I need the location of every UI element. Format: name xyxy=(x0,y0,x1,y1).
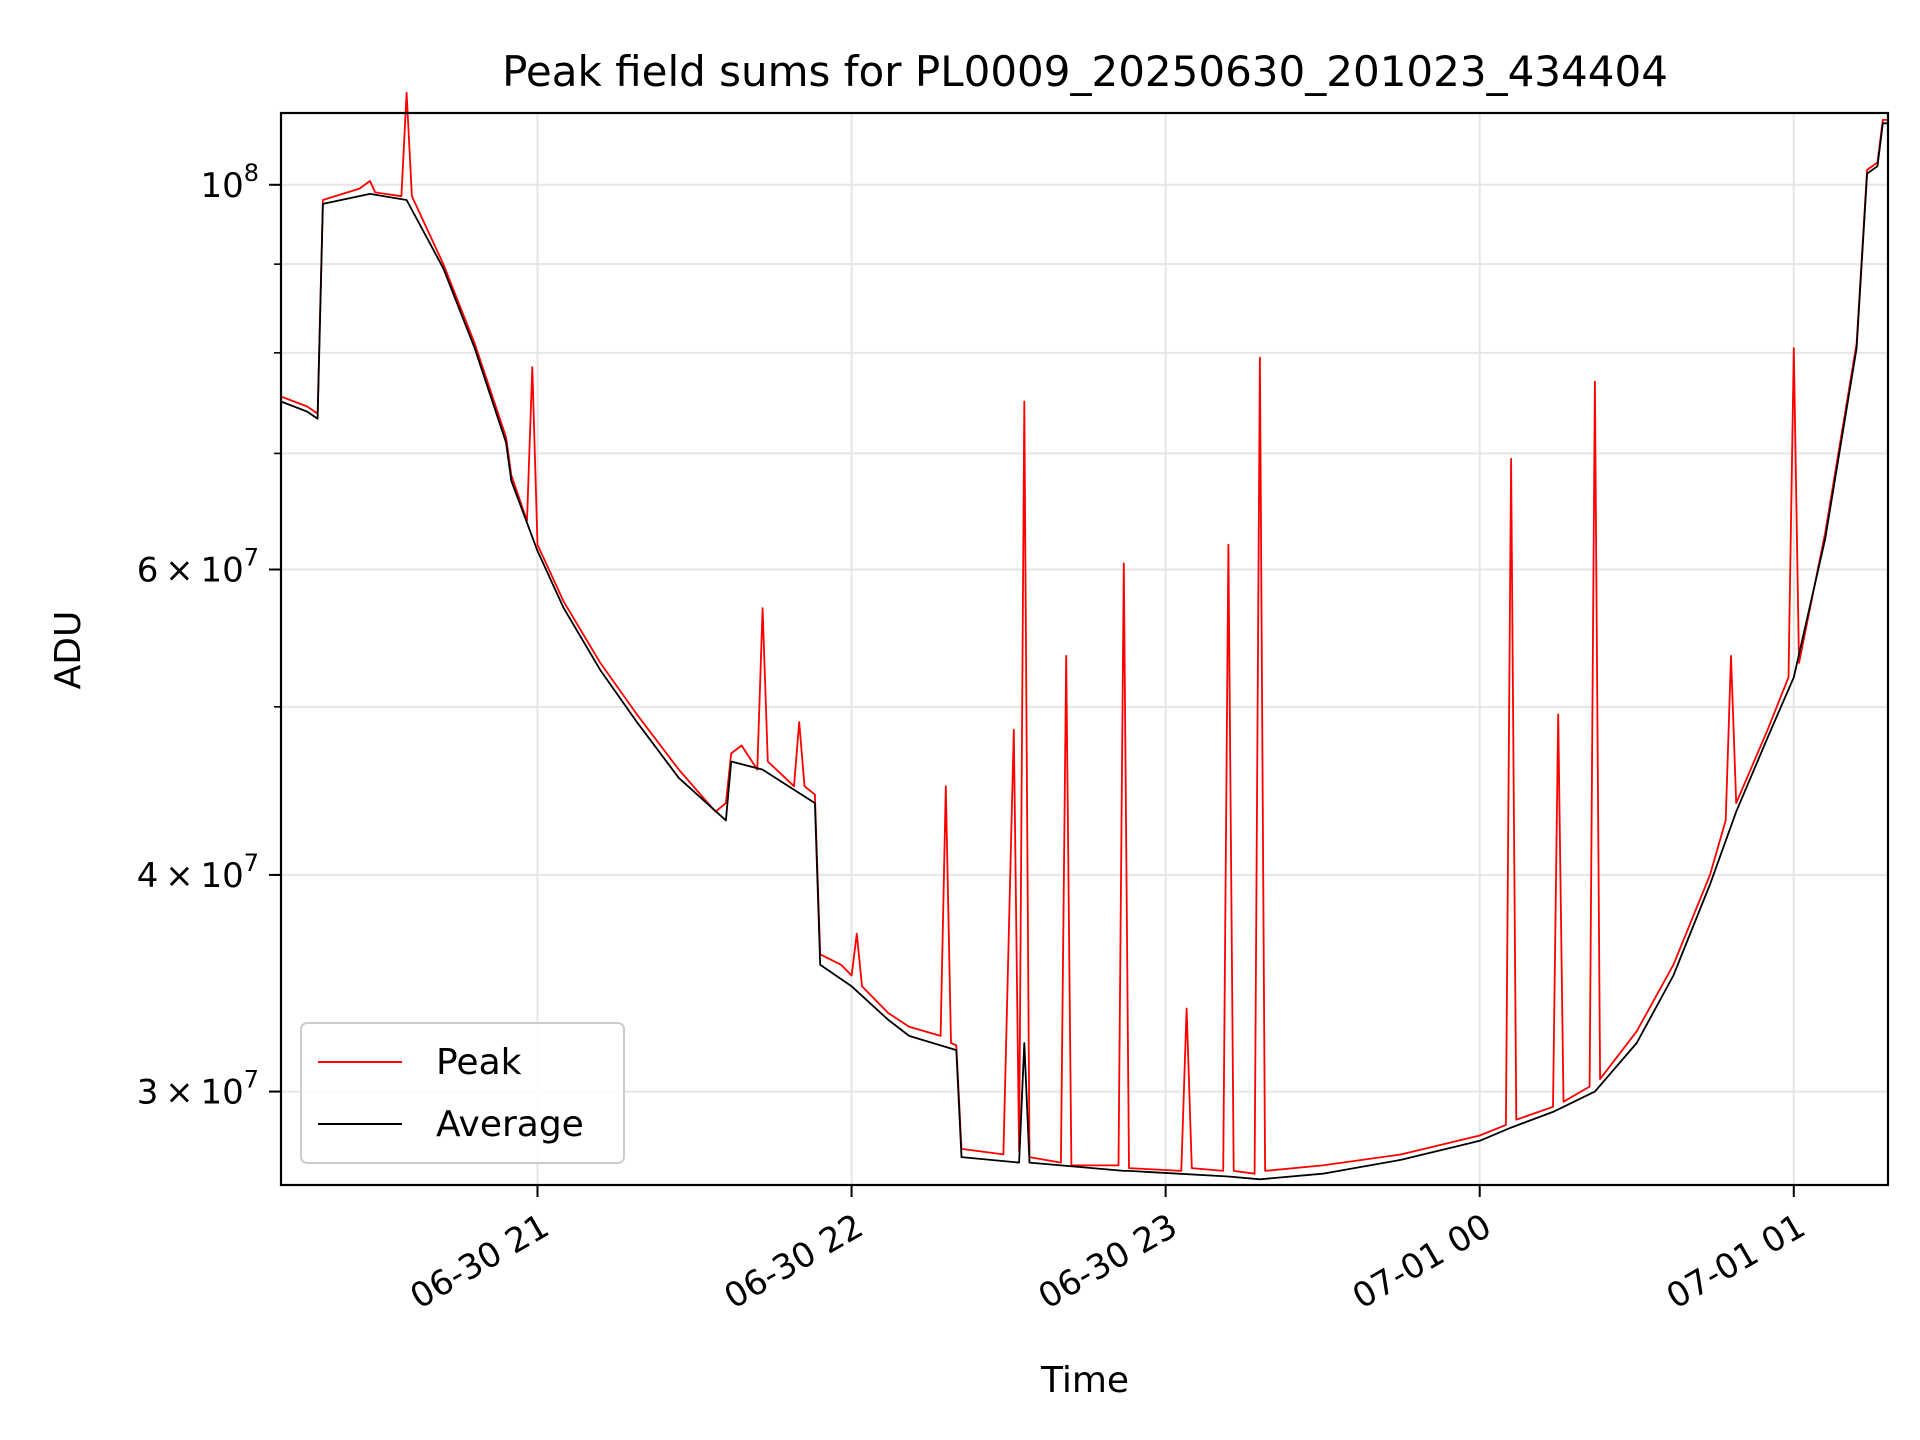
y-axis-ticks: 108 6 × 107 4 × 107 3 × 107 xyxy=(137,159,281,1113)
grid-lines xyxy=(281,113,1888,1185)
series-line-average xyxy=(280,122,1888,1181)
plot-frame xyxy=(279,111,1890,1187)
y-tick-label: 4 × 107 xyxy=(137,849,259,896)
series-line-peak xyxy=(280,91,1888,1175)
legend-box xyxy=(300,1022,625,1164)
y-tick-label: 108 xyxy=(200,159,259,206)
y-tick-label: 3 × 107 xyxy=(137,1066,259,1113)
y-tick-label: 6 × 107 xyxy=(137,544,259,591)
x-axis-label: Time xyxy=(1040,1360,1129,1401)
legend: Peak Average xyxy=(300,1022,625,1164)
chart-title: Peak field sums for PL0009_20250630_2010… xyxy=(502,47,1668,96)
legend-label-average: Average xyxy=(436,1104,584,1145)
series-lines xyxy=(280,91,1888,1181)
legend-label-peak: Peak xyxy=(436,1042,522,1083)
y-axis-label: ADU xyxy=(48,611,89,690)
